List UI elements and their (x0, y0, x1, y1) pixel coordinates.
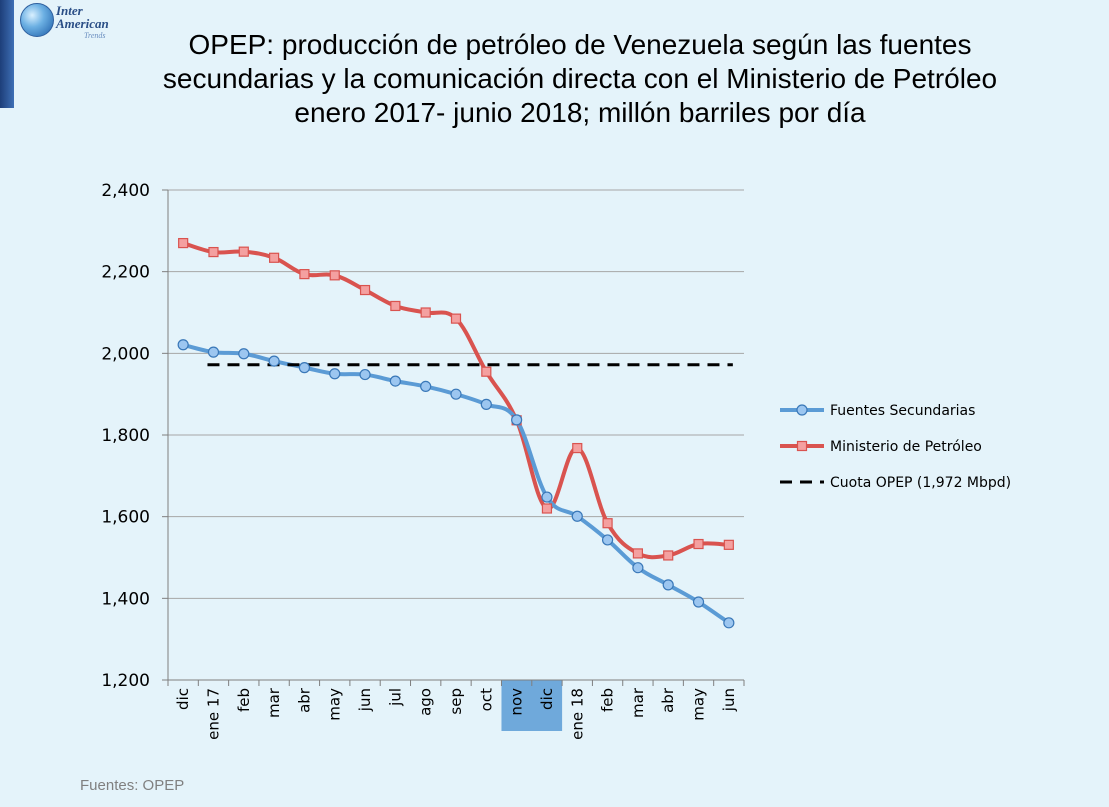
logo-text-trends: Trends (84, 31, 106, 40)
point-fuentes-secundarias (601, 534, 614, 546)
point-ministerio (541, 503, 553, 514)
point-fuentes-secundarias (480, 398, 492, 410)
point-ministerio (359, 284, 371, 296)
legend-label: Cuota OPEP (1,972 Mbpd) (830, 475, 1011, 491)
point-fuentes-secundarias (420, 380, 432, 393)
point-fuentes-secundarias (723, 617, 735, 629)
x-tick-label: mar (629, 687, 647, 718)
point-ministerio (663, 550, 674, 561)
logo-text-inter: Inter (56, 3, 83, 18)
chart-title-line-3: enero 2017- junio 2018; millón barriles … (294, 97, 866, 128)
point-fuentes-secundarias (511, 414, 523, 426)
highlight-band (501, 680, 563, 731)
x-tick-label: ene 17 (204, 688, 222, 740)
legend-marker-circle (796, 404, 808, 416)
x-tick-label: dic (538, 688, 556, 710)
x-tick-label: ago (417, 688, 435, 716)
y-tick-label: 2,200 (101, 263, 150, 283)
point-fuentes-secundarias (268, 355, 280, 367)
point-ministerio (208, 246, 219, 258)
point-fuentes-secundarias (298, 362, 311, 374)
x-tick-label: abr (295, 687, 313, 713)
point-ministerio (572, 442, 583, 454)
x-tick-label: mar (265, 687, 283, 718)
point-ministerio (481, 366, 492, 377)
y-tick-label: 1,800 (101, 426, 150, 446)
point-fuentes-secundarias (662, 579, 674, 591)
x-tick-label: jul (386, 688, 404, 707)
y-tick-label: 1,400 (101, 589, 150, 609)
y-tick-label: 1,200 (101, 671, 150, 691)
logo: Inter American Trends (0, 0, 120, 110)
point-fuentes-secundarias (177, 339, 189, 351)
point-fuentes-secundarias (541, 491, 553, 503)
point-ministerio (450, 313, 462, 324)
point-ministerio (632, 548, 643, 559)
x-tick-label: oct (477, 688, 495, 711)
x-tick-label: feb (235, 688, 253, 712)
point-fuentes-secundarias (692, 596, 705, 608)
x-tick-label: abr (659, 687, 677, 713)
legend-marker-square (796, 440, 808, 452)
series-line-ministerio (182, 241, 729, 560)
x-tick-label: sep (447, 688, 465, 715)
point-ministerio (299, 269, 310, 280)
point-ministerio (693, 538, 704, 550)
x-tick-label: may (326, 688, 344, 721)
x-tick-label: feb (599, 688, 617, 712)
x-tick-label: ene 18 (568, 688, 586, 740)
legend-label: Ministerio de Petróleo (830, 439, 982, 455)
chart-title: OPEP: producción de petróleo de Venezuel… (100, 28, 1060, 130)
x-tick-label: dic (174, 688, 192, 710)
point-ministerio (723, 539, 734, 550)
point-fuentes-secundarias (450, 388, 462, 400)
series-line-fuentes-secundarias (182, 342, 730, 625)
chart-title-line-1: OPEP: producción de petróleo de Venezuel… (188, 29, 972, 60)
x-tick-label: may (690, 688, 708, 721)
point-ministerio (602, 518, 613, 529)
source-note: Fuentes: OPEP (80, 777, 185, 794)
x-tick-label: nov (508, 688, 526, 716)
point-ministerio (238, 246, 249, 257)
point-ministerio (420, 307, 431, 318)
x-tick-label: jun (720, 688, 738, 712)
x-tick-label: jun (356, 688, 374, 712)
logo-bar (0, 0, 14, 108)
y-tick-label: 2,400 (101, 181, 150, 201)
y-tick-label: 2,000 (101, 344, 150, 364)
point-fuentes-secundarias (329, 368, 341, 380)
point-fuentes-secundarias (632, 562, 644, 574)
point-fuentes-secundarias (389, 375, 401, 387)
globe-icon (20, 3, 54, 37)
point-fuentes-secundarias (359, 368, 371, 381)
point-fuentes-secundarias (238, 348, 250, 360)
point-ministerio (390, 300, 401, 312)
point-fuentes-secundarias (571, 510, 583, 522)
point-ministerio (178, 237, 189, 249)
point-fuentes-secundarias (207, 346, 220, 358)
point-ministerio (329, 270, 340, 281)
logo-text-american: American (56, 16, 109, 31)
y-tick-label: 1,600 (101, 508, 150, 528)
legend-label: Fuentes Secundarias (830, 403, 975, 419)
point-ministerio (269, 252, 280, 263)
chart-title-line-2: secundarias y la comunicación directa co… (162, 63, 998, 94)
